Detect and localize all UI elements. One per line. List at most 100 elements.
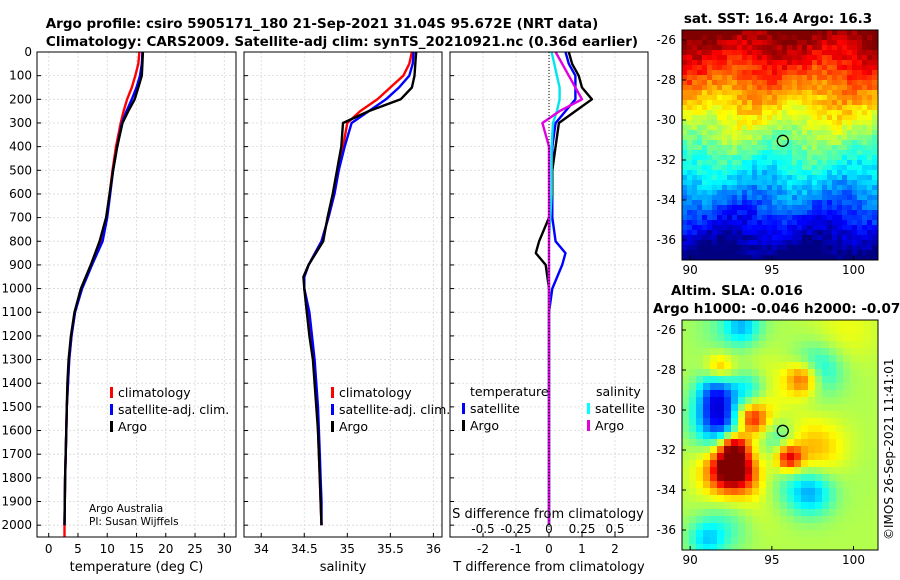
map-cell — [832, 110, 838, 116]
map-cell — [752, 100, 758, 106]
map-cell — [752, 488, 760, 496]
map-cell — [862, 220, 868, 226]
map-cell — [767, 170, 773, 176]
map-cell — [802, 60, 808, 66]
map-cell — [850, 334, 858, 342]
map-cell — [692, 160, 698, 166]
map-cell — [782, 250, 788, 256]
map-cell — [822, 523, 830, 531]
map-cell — [732, 170, 738, 176]
map-cell — [780, 376, 788, 384]
map-cell — [797, 110, 803, 116]
map-cell — [742, 125, 748, 131]
map-cell — [801, 369, 809, 377]
map-cell — [787, 85, 793, 91]
map-cell — [812, 220, 818, 226]
map-cell — [862, 155, 868, 161]
y-tick-label: 200 — [9, 92, 32, 106]
map-cell — [703, 425, 711, 433]
map-cell — [772, 105, 778, 111]
map-cell — [827, 245, 833, 251]
map-cell — [850, 348, 858, 356]
map-cell — [787, 481, 795, 489]
map-cell — [762, 255, 768, 260]
map-cell — [857, 376, 865, 384]
map-cell — [759, 383, 767, 391]
map-cell — [697, 125, 703, 131]
map-cell — [867, 210, 873, 216]
map-cell — [767, 95, 773, 101]
map-cell — [752, 376, 760, 384]
map-cell — [843, 348, 851, 356]
map-cell — [807, 55, 813, 61]
map-cell — [864, 411, 872, 419]
map-cell — [871, 320, 878, 328]
map-cell — [864, 537, 872, 545]
map-cell — [717, 250, 723, 256]
map-cell — [697, 105, 703, 111]
map-cell — [727, 115, 733, 121]
map-cell — [772, 245, 778, 251]
map-cell — [829, 481, 837, 489]
map-cell — [717, 95, 723, 101]
x-tick-label: 15 — [129, 542, 144, 556]
map-cell — [847, 30, 853, 36]
map-cell — [696, 509, 704, 517]
map-cell — [712, 90, 718, 96]
map-cell — [710, 369, 718, 377]
map-cell — [712, 240, 718, 246]
legend-swatch-sal-argo — [587, 420, 590, 431]
map-cell — [797, 180, 803, 186]
map-cell — [687, 40, 693, 46]
map-cell — [832, 235, 838, 241]
map-cell — [807, 45, 813, 51]
map-cell — [717, 80, 723, 86]
map-cell — [822, 65, 828, 71]
map-cell — [731, 467, 739, 475]
map-cell — [827, 215, 833, 221]
map-cell — [817, 145, 823, 151]
map-cell — [731, 383, 739, 391]
map-cell — [747, 200, 753, 206]
map-cell — [712, 205, 718, 211]
map-cell — [857, 220, 863, 226]
map-cell — [745, 495, 753, 503]
map-cell — [722, 175, 728, 181]
map-cell — [732, 195, 738, 201]
map-cell — [782, 85, 788, 91]
map-cell — [817, 220, 823, 226]
map-cell — [867, 200, 873, 206]
map-cell — [812, 40, 818, 46]
map-cell — [792, 50, 798, 56]
map-cell — [827, 100, 833, 106]
map-cell — [857, 195, 863, 201]
map-cell — [797, 150, 803, 156]
map-cell — [864, 369, 872, 377]
map-cell — [857, 160, 863, 166]
map-cell — [767, 180, 773, 186]
map-cell — [787, 225, 793, 231]
map-cell — [745, 453, 753, 461]
map-cell — [773, 537, 781, 545]
map-x-tick-label: 100 — [842, 263, 865, 277]
map-cell — [772, 200, 778, 206]
map-cell — [872, 75, 878, 81]
map-cell — [752, 390, 760, 398]
map-cell — [747, 230, 753, 236]
map-cell — [780, 453, 788, 461]
map-cell — [807, 235, 813, 241]
map-cell — [762, 135, 768, 141]
map-cell — [797, 235, 803, 241]
map-cell — [812, 155, 818, 161]
map-cell — [871, 341, 878, 349]
map-cell — [777, 100, 783, 106]
map-cell — [862, 250, 868, 256]
map-cell — [689, 369, 697, 377]
map-cell — [808, 432, 816, 440]
map-cell — [766, 376, 774, 384]
map-cell — [812, 210, 818, 216]
map-cell — [857, 235, 863, 241]
map-cell — [731, 544, 739, 550]
map-cell — [747, 240, 753, 246]
map-cell — [787, 200, 793, 206]
